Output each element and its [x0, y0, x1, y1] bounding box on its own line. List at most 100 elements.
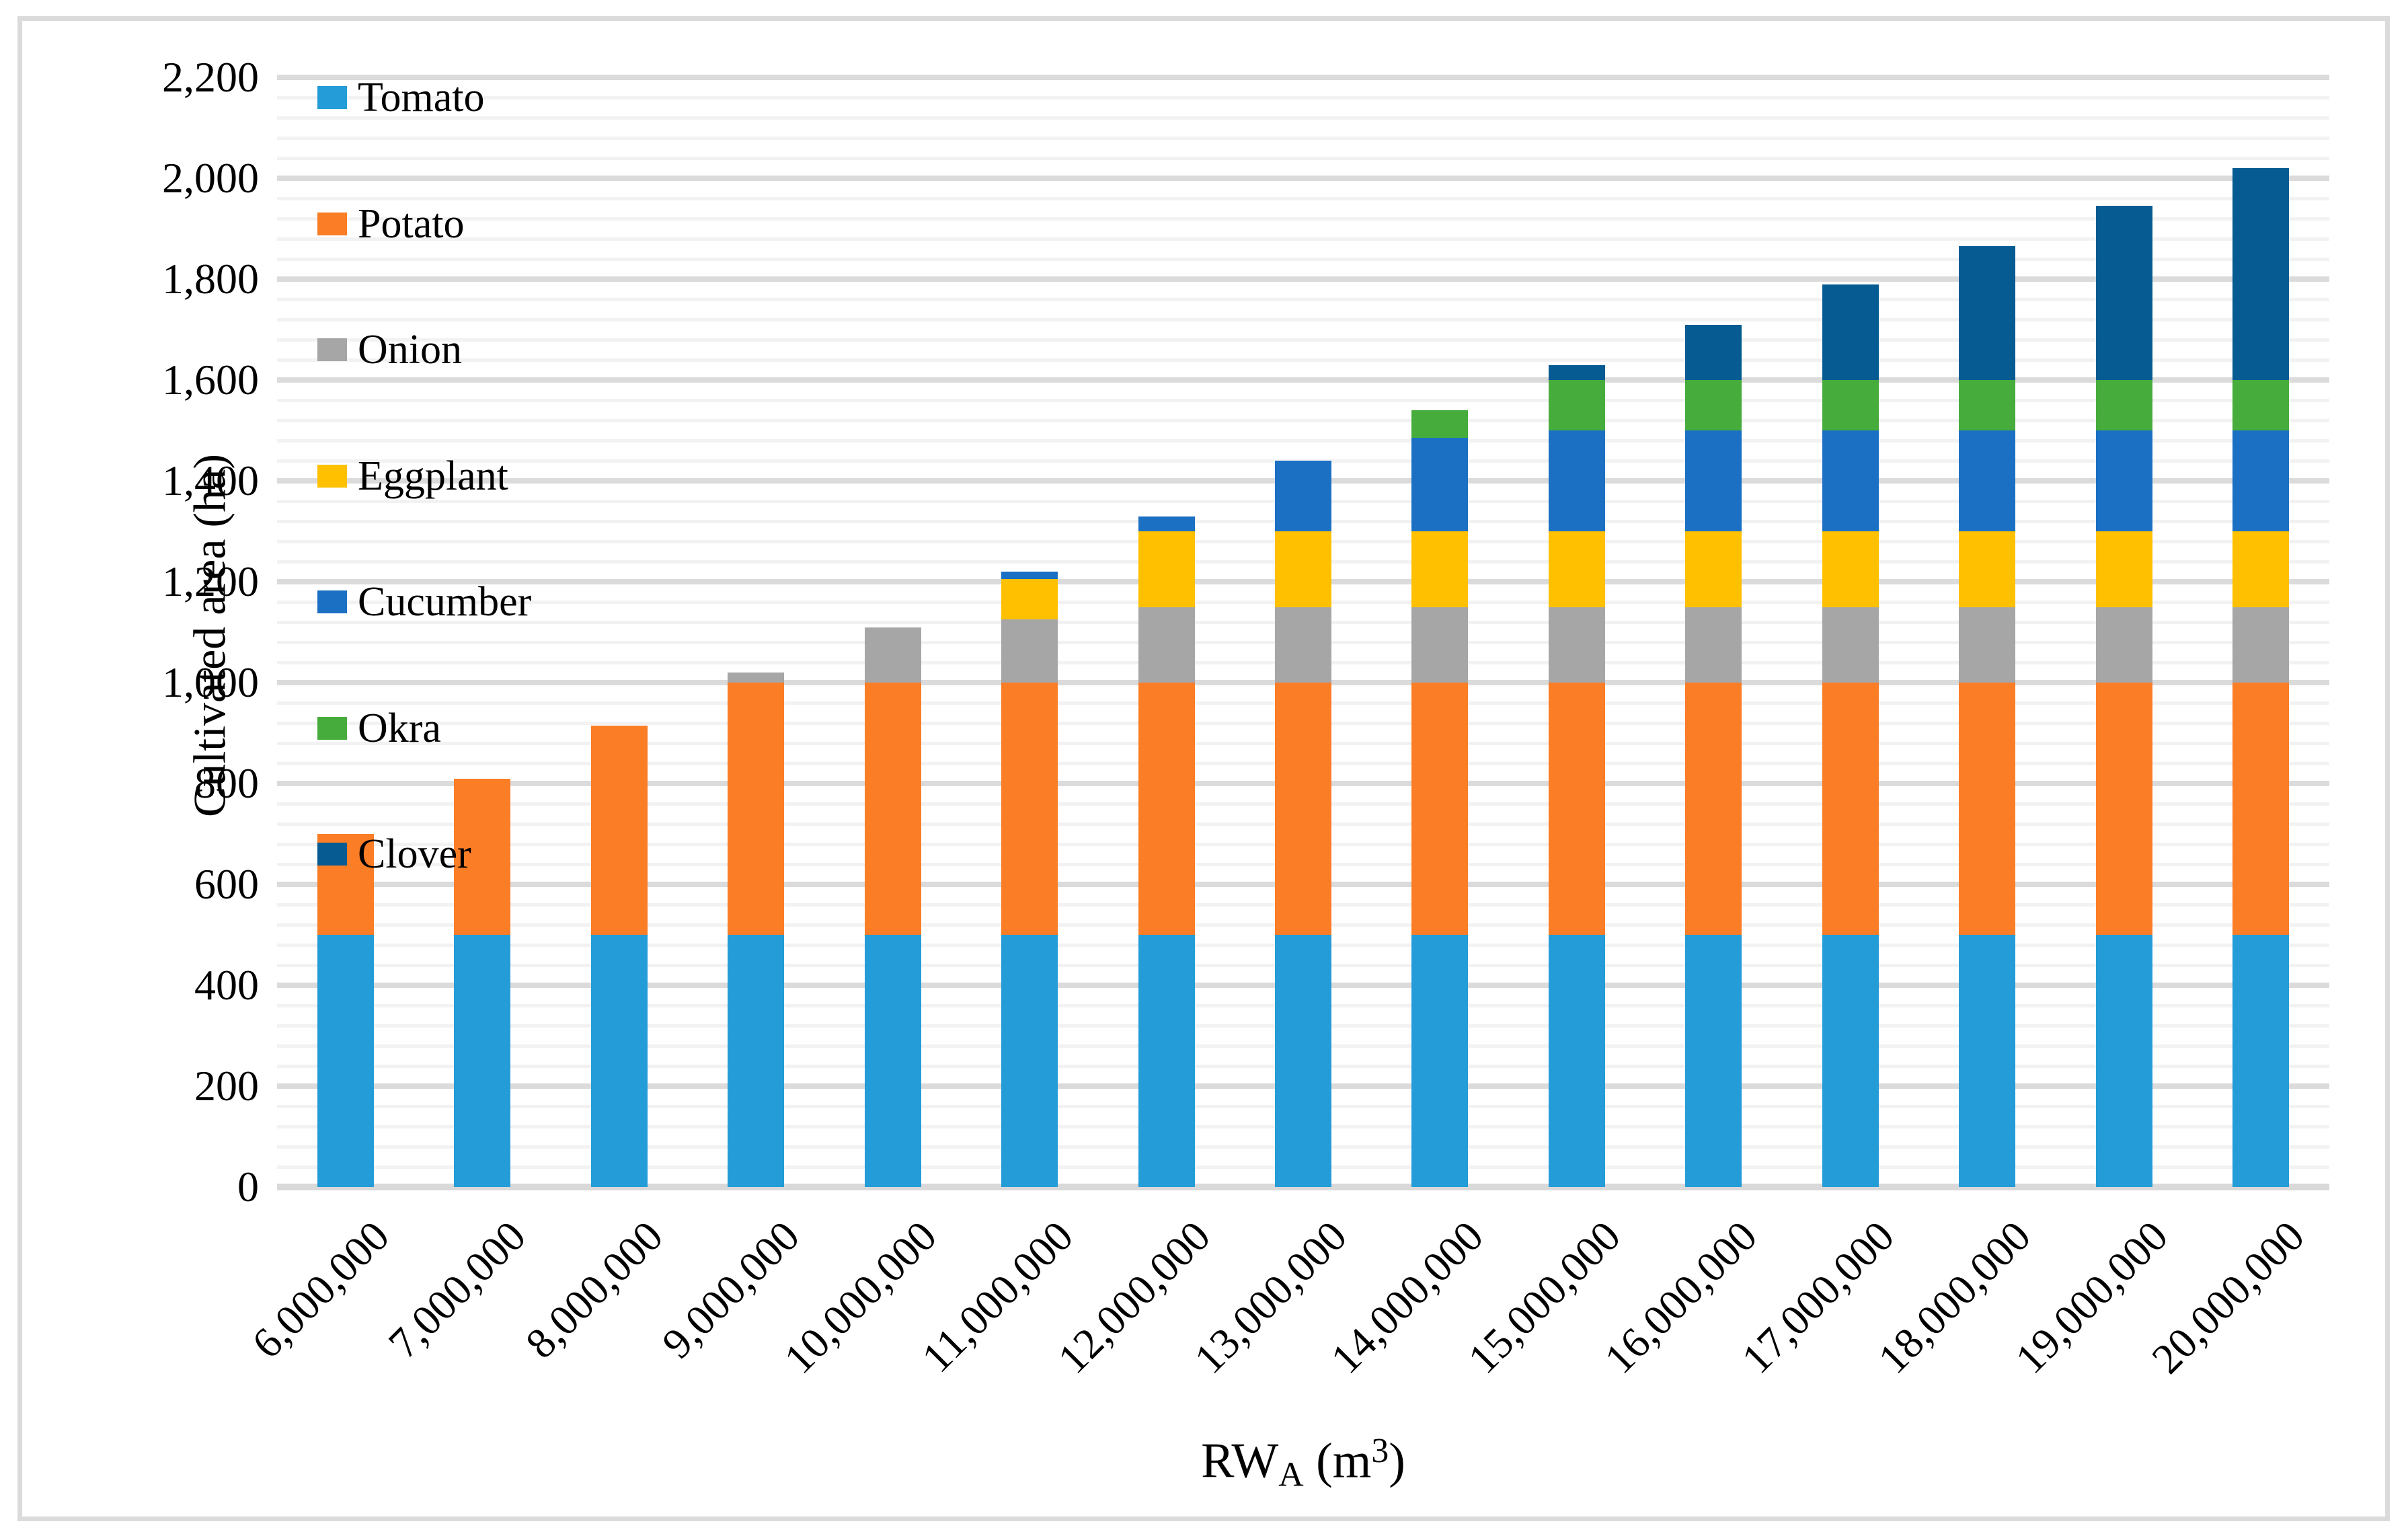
y-tick-label: 1,000	[162, 658, 259, 706]
bar-segment-tomato	[1548, 935, 1605, 1187]
bar-segment-onion	[2232, 607, 2290, 683]
bar-segment-tomato	[2232, 935, 2290, 1187]
bar-segment-potato	[2095, 683, 2152, 935]
bar-segment-cucumber	[1822, 430, 1879, 531]
bar-segment-okra	[2232, 380, 2290, 430]
bar-segment-potato	[864, 683, 921, 935]
bar-segment-tomato	[2095, 935, 2152, 1187]
bar-segment-potato	[728, 683, 785, 935]
bar-segment-eggplant	[1411, 531, 1469, 607]
minor-gridline	[277, 258, 2329, 261]
minor-gridline	[277, 96, 2329, 100]
bar-segment-okra	[1411, 410, 1469, 438]
bar-segment-potato	[1138, 683, 1195, 935]
minor-gridline	[277, 419, 2329, 422]
bar-segment-onion	[1822, 607, 1879, 683]
figure-border	[17, 16, 2390, 1521]
legend-swatch-onion	[317, 338, 347, 361]
bar-segment-potato	[1822, 683, 1879, 935]
bar-segment-tomato	[1138, 935, 1195, 1187]
bar-segment-tomato	[1001, 935, 1058, 1187]
legend-label: Clover	[358, 831, 471, 877]
legend-item-eggplant: Eggplant	[317, 455, 508, 497]
x-axis-title-superscript: 3	[1371, 1432, 1389, 1470]
bar-segment-potato	[1959, 683, 2016, 935]
minor-gridline	[277, 157, 2329, 160]
bar-segment-clover	[1548, 365, 1605, 380]
x-axis-line	[277, 1184, 2329, 1190]
legend-item-tomato: Tomato	[317, 77, 485, 118]
y-tick-label: 600	[194, 860, 259, 908]
minor-gridline	[277, 197, 2329, 200]
legend-label: Tomato	[358, 75, 485, 120]
bar-segment-onion	[1685, 607, 1742, 683]
bar-segment-eggplant	[1001, 579, 1058, 620]
legend-swatch-tomato	[317, 86, 347, 109]
y-tick-label: 0	[237, 1163, 259, 1211]
bar-segment-potato	[2232, 683, 2290, 935]
minor-gridline	[277, 439, 2329, 443]
bar-segment-okra	[1822, 380, 1879, 430]
minor-gridline	[277, 298, 2329, 301]
bar-segment-onion	[2095, 607, 2152, 683]
bar-segment-potato	[590, 725, 648, 935]
legend-item-potato: Potato	[317, 203, 464, 245]
bar-segment-clover	[1822, 284, 1879, 380]
bar-segment-eggplant	[1685, 531, 1742, 607]
bar-segment-tomato	[590, 935, 648, 1187]
bar-segment-tomato	[454, 935, 511, 1187]
legend-item-cucumber: Cucumber	[317, 581, 531, 623]
bar-segment-eggplant	[2232, 531, 2290, 607]
bar-segment-cucumber	[2095, 430, 2152, 531]
y-tick-label: 1,200	[162, 558, 259, 605]
bar-segment-cucumber	[1685, 430, 1742, 531]
bar-segment-onion	[864, 627, 921, 683]
bar-segment-tomato	[1275, 935, 1331, 1187]
bar-segment-potato	[454, 778, 511, 935]
bar-segment-tomato	[728, 935, 785, 1187]
bar-segment-clover	[2095, 206, 2152, 380]
bar-segment-onion	[728, 673, 785, 683]
bar-segment-onion	[1548, 607, 1605, 683]
legend-label: Okra	[358, 705, 441, 751]
x-axis-title-text: RW	[1201, 1433, 1279, 1489]
y-tick-label: 2,200	[162, 53, 259, 101]
bar-segment-potato	[1685, 683, 1742, 935]
major-gridline	[277, 377, 2329, 383]
bar-segment-tomato	[317, 935, 374, 1187]
bar-segment-okra	[2095, 380, 2152, 430]
bar-segment-clover	[1959, 246, 2016, 380]
major-gridline	[277, 176, 2329, 181]
major-gridline	[277, 75, 2329, 80]
bar-segment-onion	[1411, 607, 1469, 683]
minor-gridline	[277, 338, 2329, 342]
bar-segment-eggplant	[1275, 531, 1331, 607]
legend-item-okra: Okra	[317, 707, 441, 749]
legend-swatch-potato	[317, 212, 347, 235]
major-gridline	[277, 276, 2329, 282]
bar-segment-cucumber	[1138, 516, 1195, 531]
bar-segment-cucumber	[1001, 572, 1058, 580]
y-tick-label: 400	[194, 961, 259, 1009]
minor-gridline	[277, 399, 2329, 402]
bar-segment-tomato	[1685, 935, 1742, 1187]
legend-swatch-cucumber	[317, 590, 347, 613]
legend-swatch-okra	[317, 716, 347, 740]
x-axis-title-subscript: A	[1278, 1455, 1304, 1494]
bar-segment-cucumber	[1275, 461, 1331, 531]
bar-segment-clover	[2232, 168, 2290, 380]
bar-segment-clover	[1685, 324, 1742, 380]
bar-segment-onion	[1275, 607, 1331, 683]
bar-segment-eggplant	[1959, 531, 2016, 607]
minor-gridline	[277, 217, 2329, 221]
y-tick-label: 800	[194, 759, 259, 807]
y-tick-label: 1,600	[162, 356, 259, 404]
y-tick-label: 1,800	[162, 255, 259, 303]
bar-segment-cucumber	[2232, 430, 2290, 531]
bar-segment-eggplant	[1548, 531, 1605, 607]
bar-segment-okra	[1548, 380, 1605, 430]
legend-label: Cucumber	[358, 579, 532, 625]
x-axis-title-unit-open: (m	[1303, 1433, 1372, 1489]
